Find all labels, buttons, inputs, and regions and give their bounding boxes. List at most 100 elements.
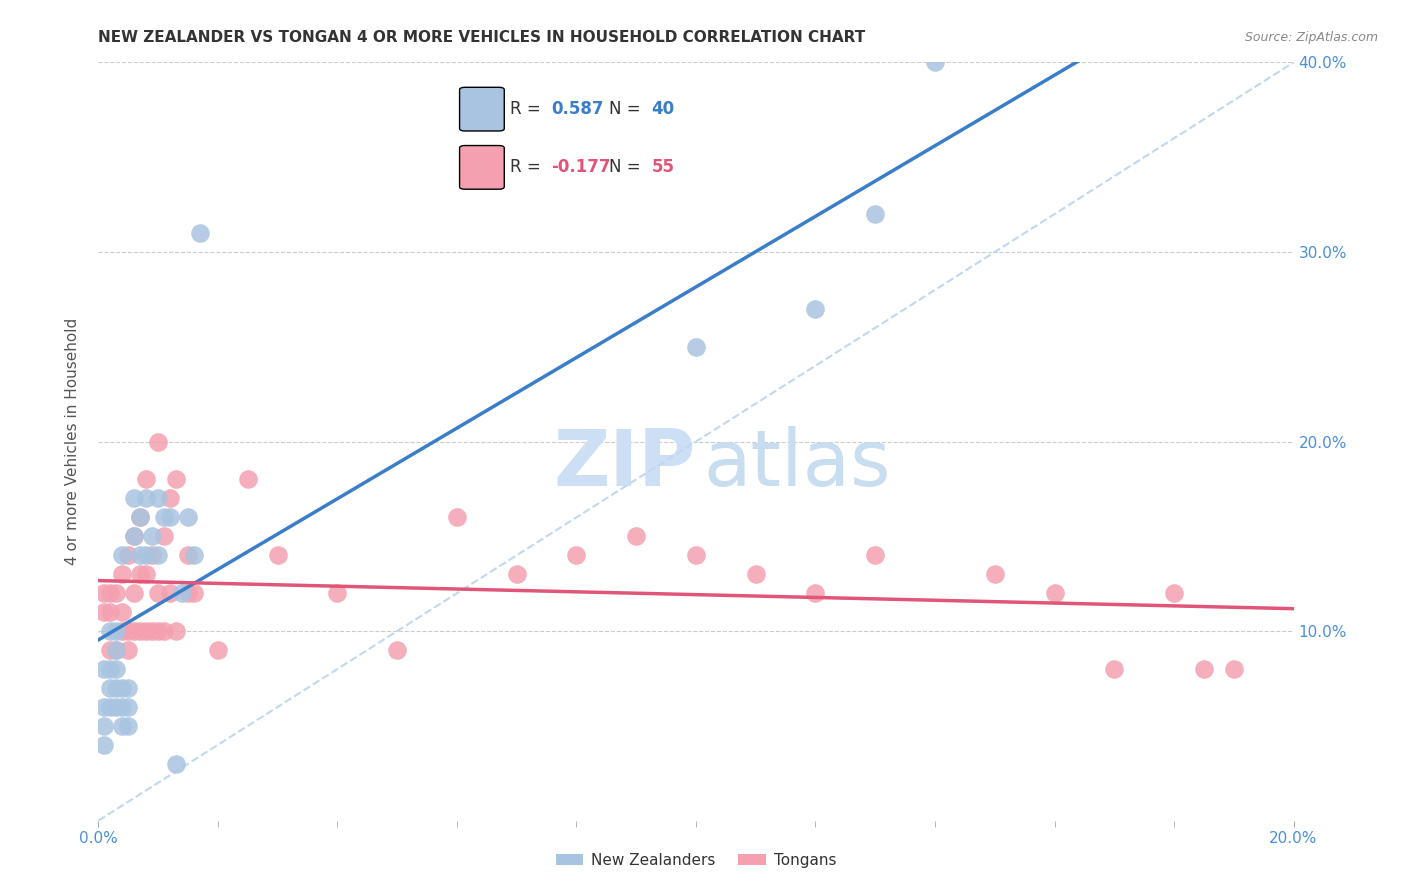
Point	[159, 510, 181, 524]
Point	[177, 548, 200, 563]
Point	[105, 643, 128, 657]
Point	[105, 643, 128, 657]
Point	[148, 434, 170, 449]
Point	[98, 681, 122, 695]
Point	[159, 586, 181, 600]
Point	[626, 529, 648, 543]
Text: ZIP: ZIP	[553, 426, 696, 502]
Point	[685, 548, 707, 563]
Point	[188, 226, 211, 240]
Point	[93, 719, 115, 733]
Point	[105, 624, 128, 639]
Point	[159, 491, 181, 506]
Point	[117, 681, 139, 695]
Point	[129, 548, 152, 563]
Point	[685, 340, 707, 354]
Point	[385, 643, 409, 657]
Point	[124, 586, 146, 600]
Point	[117, 719, 139, 733]
Point	[804, 586, 827, 600]
Point	[93, 605, 115, 619]
Point	[267, 548, 290, 563]
Point	[135, 548, 157, 563]
Point	[165, 624, 187, 639]
Point	[141, 624, 163, 639]
Point	[117, 643, 139, 657]
Point	[117, 699, 139, 714]
Point	[98, 662, 122, 676]
Point	[124, 529, 146, 543]
Point	[865, 548, 887, 563]
Point	[93, 662, 115, 676]
Point	[98, 605, 122, 619]
Point	[165, 756, 187, 771]
Point	[135, 491, 157, 506]
Point	[804, 301, 827, 316]
Point	[98, 624, 122, 639]
Point	[153, 624, 176, 639]
Text: NEW ZEALANDER VS TONGAN 4 OR MORE VEHICLES IN HOUSEHOLD CORRELATION CHART: NEW ZEALANDER VS TONGAN 4 OR MORE VEHICL…	[98, 29, 866, 45]
Point	[141, 529, 163, 543]
Point	[326, 586, 349, 600]
Point	[111, 719, 134, 733]
Point	[148, 491, 170, 506]
Point	[93, 738, 115, 752]
Point	[124, 624, 146, 639]
Legend: New Zealanders, Tongans: New Zealanders, Tongans	[550, 847, 842, 873]
Point	[129, 567, 152, 582]
Point	[93, 586, 115, 600]
Point	[105, 681, 128, 695]
Point	[153, 510, 176, 524]
Point	[446, 510, 468, 524]
Point	[135, 567, 157, 582]
Text: atlas: atlas	[704, 426, 891, 502]
Point	[172, 586, 194, 600]
Point	[93, 699, 115, 714]
Point	[135, 473, 157, 487]
Point	[98, 586, 122, 600]
Point	[148, 548, 170, 563]
Point	[141, 548, 163, 563]
Point	[207, 643, 229, 657]
Point	[1104, 662, 1126, 676]
Point	[153, 529, 176, 543]
Point	[117, 624, 139, 639]
Point	[111, 605, 134, 619]
Point	[506, 567, 529, 582]
Point	[111, 699, 134, 714]
Point	[183, 548, 205, 563]
Point	[565, 548, 588, 563]
Point	[105, 662, 128, 676]
Point	[124, 491, 146, 506]
Point	[111, 681, 134, 695]
Point	[183, 586, 205, 600]
Point	[124, 529, 146, 543]
Point	[177, 510, 200, 524]
Point	[98, 699, 122, 714]
Point	[1043, 586, 1066, 600]
Y-axis label: 4 or more Vehicles in Household: 4 or more Vehicles in Household	[65, 318, 80, 566]
Point	[236, 473, 259, 487]
Point	[111, 548, 134, 563]
Point	[117, 548, 139, 563]
Point	[1223, 662, 1246, 676]
Point	[177, 586, 200, 600]
Point	[148, 624, 170, 639]
Point	[111, 624, 134, 639]
Point	[105, 699, 128, 714]
Point	[111, 567, 134, 582]
Point	[865, 207, 887, 221]
Point	[135, 624, 157, 639]
Point	[98, 643, 122, 657]
Point	[129, 510, 152, 524]
Point	[129, 624, 152, 639]
Point	[984, 567, 1007, 582]
Point	[1163, 586, 1185, 600]
Point	[924, 55, 946, 70]
Point	[105, 586, 128, 600]
Text: Source: ZipAtlas.com: Source: ZipAtlas.com	[1244, 31, 1378, 45]
Point	[165, 473, 187, 487]
Point	[129, 510, 152, 524]
Point	[1192, 662, 1215, 676]
Point	[148, 586, 170, 600]
